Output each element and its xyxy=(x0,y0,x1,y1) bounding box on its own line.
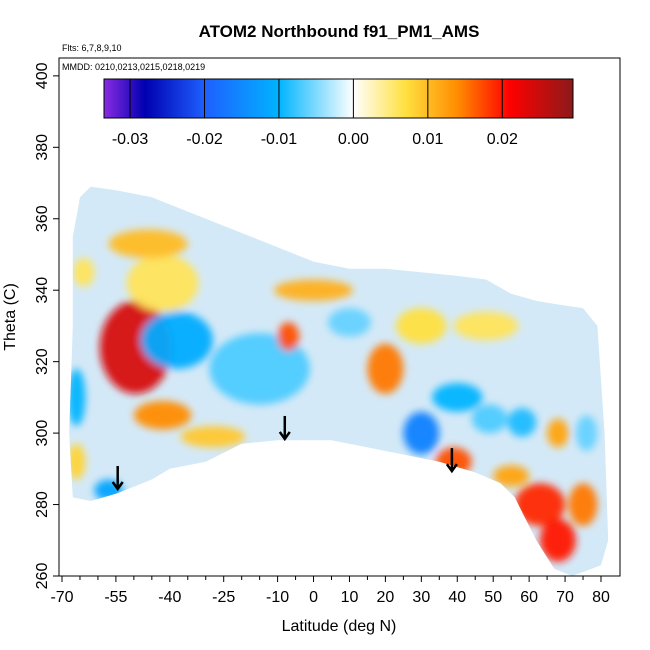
anomaly-blob xyxy=(277,322,300,351)
x-tick-label: -55 xyxy=(104,589,127,606)
colorbar: -0.03 -0.02 -0.01 0.00 0.01 0.02 xyxy=(103,78,574,148)
anomaly-blob xyxy=(396,308,447,344)
y-axis-label: Theta (C) xyxy=(2,283,19,351)
down-arrow xyxy=(111,465,124,492)
anomaly-blob xyxy=(180,426,246,448)
x-tick-label: 0 xyxy=(309,589,318,606)
anomaly-blob xyxy=(367,343,404,394)
y-tick-label: 340 xyxy=(34,277,51,304)
anomaly-blob xyxy=(575,415,598,451)
y-tick-label: 360 xyxy=(34,205,51,232)
anomaly-blob xyxy=(547,418,569,448)
y-tick-label: 400 xyxy=(34,62,51,89)
colorbar-tick-label: -0.01 xyxy=(261,131,298,148)
plot-frame xyxy=(58,57,621,577)
x-tick-label: 80 xyxy=(592,589,610,606)
anomaly-blob xyxy=(432,383,483,412)
anomaly-blobs xyxy=(69,229,598,562)
anomaly-blob xyxy=(568,483,598,526)
anomaly-blob xyxy=(435,447,472,477)
flights-note: Flts: 6,7,8,9,10 xyxy=(62,43,122,53)
y-tick-label: 380 xyxy=(34,134,51,161)
anomaly-blob xyxy=(209,333,310,405)
anomaly-blob xyxy=(514,483,566,526)
x-tick-label: -10 xyxy=(266,589,289,606)
anomaly-blob xyxy=(493,465,530,487)
y-tick-label: 320 xyxy=(34,348,51,375)
anomaly-blob xyxy=(141,311,213,369)
dates-note: MMDD: 0210,0213,0215,0218,0219 xyxy=(62,62,205,72)
colorbar-tick-label: -0.02 xyxy=(186,131,223,148)
x-tick-label: 70 xyxy=(556,589,574,606)
anomaly-blob xyxy=(274,279,353,301)
x-tick-label: -40 xyxy=(158,589,181,606)
down-arrow xyxy=(278,415,291,442)
colorbar-tick-label: 0.00 xyxy=(338,131,369,148)
x-tick-label: -70 xyxy=(50,589,73,606)
anomaly-blob xyxy=(133,400,192,430)
x-tick-label: 50 xyxy=(484,589,502,606)
anomaly-blob xyxy=(108,229,188,259)
x-tick-label: 60 xyxy=(520,589,538,606)
y-tick-label: 280 xyxy=(34,491,51,518)
down-arrow xyxy=(445,448,458,474)
y-axis: 260 280 300 320 340 360 380 400 xyxy=(34,62,59,589)
heatmap-field xyxy=(69,186,609,576)
anomaly-blob xyxy=(126,254,199,312)
x-tick-label: -25 xyxy=(212,589,235,606)
anomaly-blob xyxy=(72,258,95,287)
chart-title: ATOM2 Northbound f91_PM1_AMS xyxy=(199,22,480,41)
anomaly-blob xyxy=(327,308,372,337)
anomaly-blob xyxy=(471,404,508,434)
x-tick-label: 30 xyxy=(412,589,430,606)
y-tick-label: 260 xyxy=(34,563,51,590)
x-tick-label: 20 xyxy=(377,589,395,606)
anomaly-blob xyxy=(539,518,576,562)
anomaly-blob xyxy=(69,443,86,480)
coverage-region xyxy=(69,186,609,576)
arrows-layer xyxy=(111,415,458,492)
colorbar-gradient xyxy=(103,78,574,119)
anomaly-blob xyxy=(69,368,86,426)
anomaly-blob xyxy=(507,408,537,437)
x-tick-label: 10 xyxy=(341,589,359,606)
x-axis: -70 -55 -40 -25 -10 0 10 20 30 40 50 60 70 80 xyxy=(50,576,610,606)
y-tick-label: 300 xyxy=(34,420,51,447)
anomaly-blob xyxy=(403,411,440,455)
x-tick-label: 40 xyxy=(448,589,466,606)
x-axis-label: Latitude (deg N) xyxy=(282,618,397,635)
colorbar-tick-label: 0.01 xyxy=(412,131,443,148)
colorbar-tick-label: 0.02 xyxy=(487,131,518,148)
anomaly-blob xyxy=(453,311,519,341)
colorbar-tick-label: -0.03 xyxy=(112,131,149,148)
